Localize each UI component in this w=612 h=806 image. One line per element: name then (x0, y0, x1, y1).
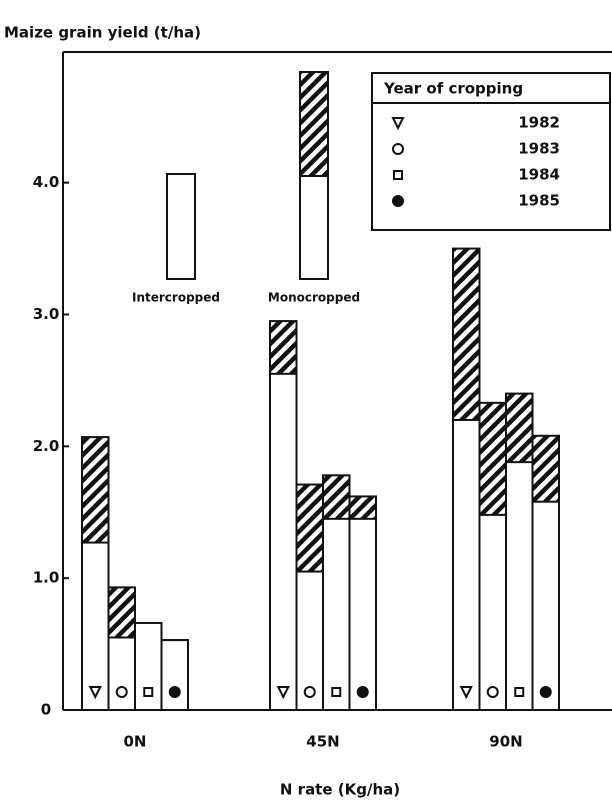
legend-year: 1984 (518, 166, 560, 184)
intercropped-bar (348, 517, 377, 711)
year-marker (303, 686, 316, 698)
year-marker (486, 686, 499, 698)
legend-monocropped-base (299, 175, 329, 280)
legend-year: 1982 (518, 114, 560, 132)
year-marker (168, 686, 181, 698)
legend-label: Monocropped (268, 291, 360, 305)
legend-year: 1985 (518, 192, 560, 210)
intercropped-bar (107, 636, 136, 712)
year-marker (514, 687, 525, 697)
year-marker (331, 687, 342, 697)
x-tick-label: 90N (489, 733, 522, 751)
y-tick-label: 4.0 (33, 173, 60, 191)
intercropped-bar (505, 461, 534, 711)
intercropped-bar (531, 500, 560, 712)
year-marker (539, 686, 552, 698)
legend-year: 1983 (518, 140, 560, 158)
x-tick-label: 0N (124, 733, 147, 751)
legend-marker (393, 170, 403, 180)
legend-title: Year of cropping (383, 80, 523, 98)
intercropped-bar (478, 513, 507, 712)
y-tick-label: 2.0 (33, 437, 60, 455)
intercropped-bar (295, 570, 324, 711)
year-marker (143, 687, 154, 697)
legend-marker (392, 195, 404, 207)
intercropped-bar (160, 639, 189, 711)
x-tick-label: 45N (306, 733, 339, 751)
legend-label: Intercropped (132, 291, 220, 305)
y-tick-label: 0 (41, 701, 51, 719)
year-marker (88, 686, 102, 700)
legend-intercropped-swatch (166, 173, 196, 280)
year-marker (276, 686, 290, 700)
y-tick-label: 1.0 (33, 569, 60, 587)
y-tick-label: 3.0 (33, 305, 60, 323)
intercropped-bar (269, 372, 298, 711)
intercropped-bar (322, 517, 351, 711)
legend-box (371, 72, 611, 231)
chart-title: Maize grain yield (t/ha) (4, 24, 201, 42)
year-marker (356, 686, 369, 698)
year-marker (459, 686, 473, 700)
x-axis-label: N rate (Kg/ha) (280, 781, 400, 799)
year-marker (115, 686, 128, 698)
legend-marker (392, 143, 404, 155)
intercropped-bar (81, 541, 110, 711)
legend-marker (391, 117, 405, 131)
intercropped-bar (452, 418, 481, 711)
